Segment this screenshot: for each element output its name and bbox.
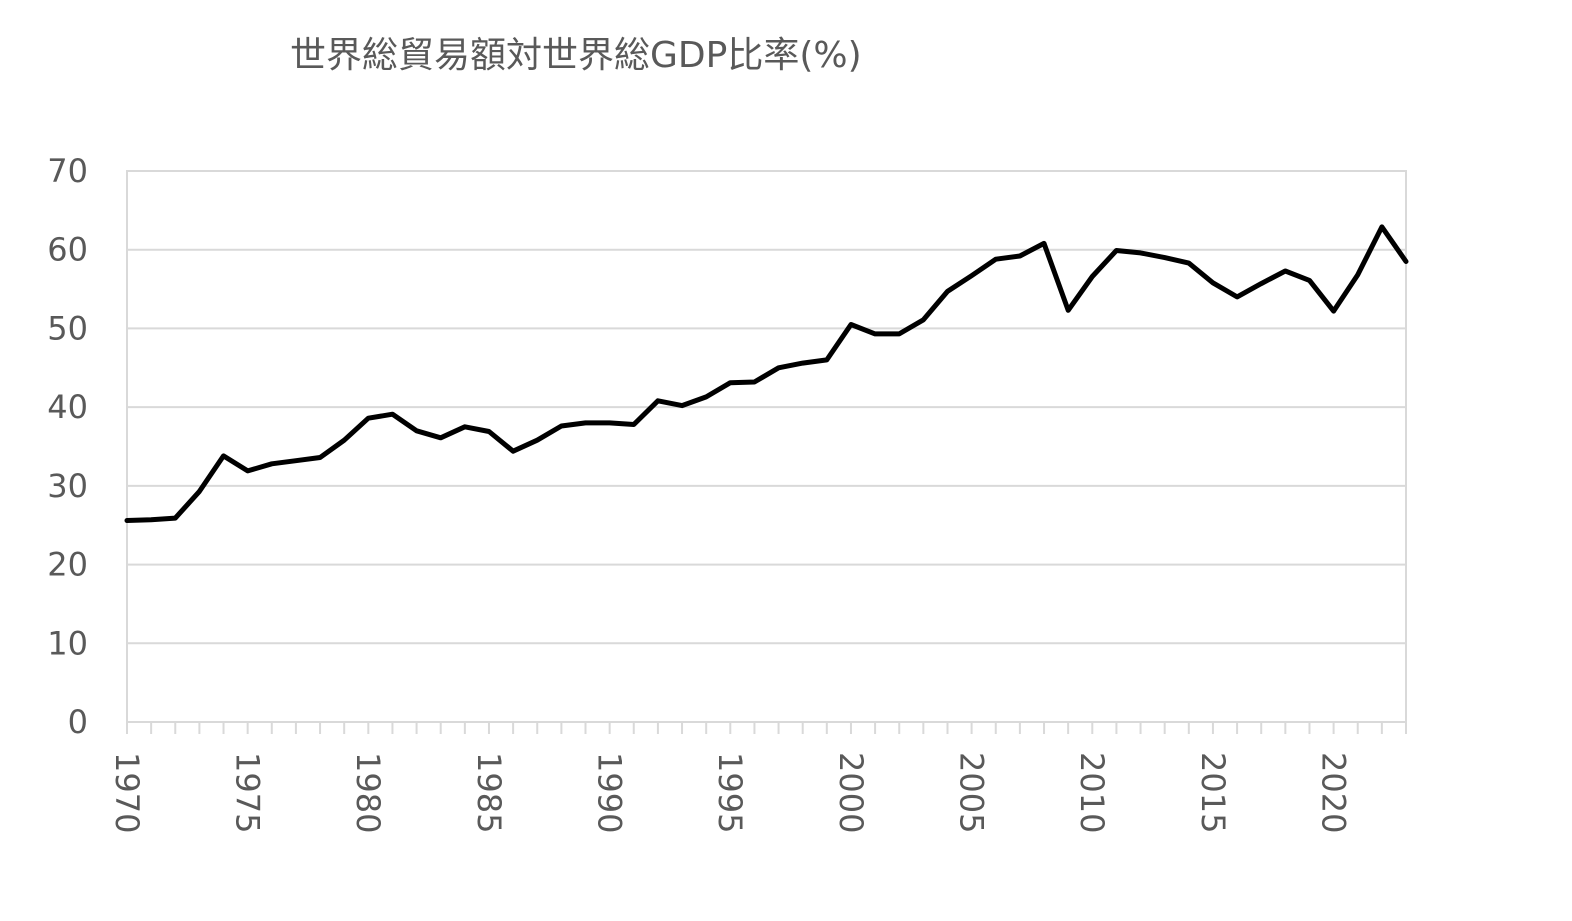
x-tick-label: 1970: [108, 752, 146, 833]
x-tick-label: 2015: [1194, 752, 1232, 833]
series-layer: [124, 224, 1409, 523]
x-tick-label: 1975: [228, 752, 266, 833]
y-axis: 0 10 20 30 40 50 60 70: [47, 152, 88, 741]
x-tick-label: 1995: [711, 752, 749, 833]
y-tick-label: 20: [47, 546, 88, 584]
y-tick-label: 60: [47, 231, 88, 269]
x-axis: 1970 1975 1980 1985 1990 1995 2000 2005 2010 2015…: [108, 752, 1353, 833]
x-tick-label: 2010: [1073, 752, 1111, 833]
chart-title: 世界総貿易額対世界総GDP比率(%): [290, 35, 862, 76]
y-tick-label: 40: [47, 388, 88, 426]
series-line: [124, 224, 1409, 523]
y-tick-label: 0: [68, 703, 88, 741]
x-tick-label: 1980: [349, 752, 387, 833]
x-axis-ticks: [126, 722, 1407, 734]
y-tick-label: 10: [47, 624, 88, 662]
gridlines: [127, 248, 1406, 645]
y-tick-label: 30: [47, 467, 88, 505]
x-tick-label: 2020: [1314, 752, 1352, 833]
plot-area: [126, 170, 1407, 723]
x-tick-label: 1990: [590, 752, 628, 833]
x-tick-label: 2000: [832, 752, 870, 833]
x-tick-label: 2005: [952, 752, 990, 833]
y-tick-label: 70: [47, 152, 88, 190]
x-tick-label: 1985: [470, 752, 508, 833]
y-tick-label: 50: [47, 309, 88, 347]
